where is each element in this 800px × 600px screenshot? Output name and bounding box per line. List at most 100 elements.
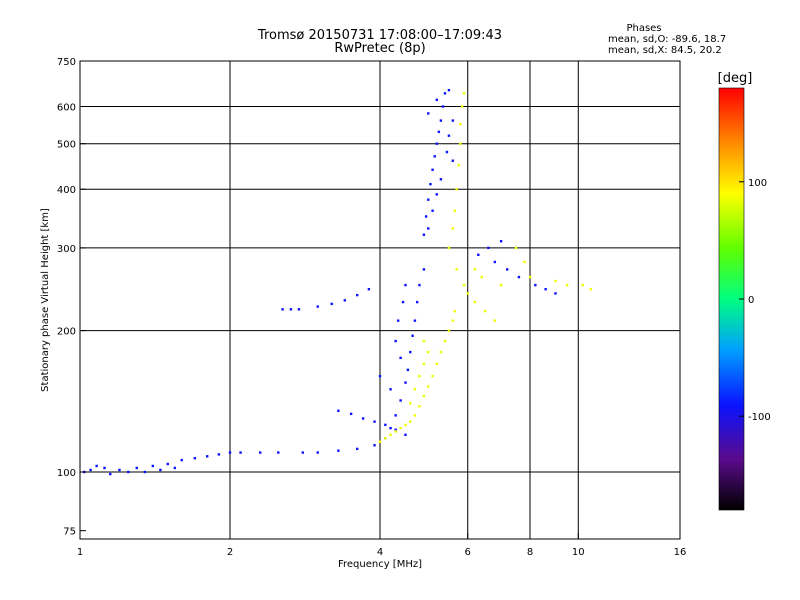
o-mode-point	[447, 88, 451, 92]
x-mode-point	[422, 362, 426, 365]
x-mode-point	[461, 105, 464, 108]
o-mode-point	[435, 193, 438, 196]
x-mode-point	[462, 92, 466, 95]
y-tick-label: 75	[63, 527, 76, 538]
o-mode-point	[431, 209, 434, 212]
x-mode-point	[427, 350, 430, 354]
x-mode-point	[483, 309, 487, 313]
o-mode-point	[499, 240, 503, 243]
x-axis-ticks: 1 2 4 6 8 10 16	[77, 533, 687, 558]
o-mode-point	[433, 155, 436, 158]
o-mode-point	[330, 302, 333, 306]
x-tick-label: 4	[377, 547, 383, 558]
o-mode-point	[343, 299, 347, 302]
o-mode-point	[422, 268, 426, 271]
o-mode-point	[406, 368, 410, 372]
o-mode-point	[534, 283, 537, 287]
o-mode-point	[95, 464, 98, 468]
phases-title: Phases	[626, 23, 661, 34]
o-mode-point	[435, 142, 438, 145]
x-mode-point	[455, 188, 458, 191]
x-mode-point	[389, 433, 392, 437]
o-mode-point	[435, 98, 438, 102]
colorbar-tick-label: 0	[748, 295, 754, 306]
x-mode-point	[457, 163, 460, 167]
x-mode-point	[418, 374, 421, 378]
o-mode-point	[173, 466, 177, 470]
o-mode-point	[103, 466, 106, 470]
o-mode-point	[424, 215, 428, 218]
x-mode-point	[473, 268, 477, 271]
o-mode-point	[429, 182, 432, 186]
chart-title: Tromsø 20150731 17:08:00–17:09:43	[257, 28, 502, 43]
x-mode-point	[589, 288, 593, 291]
o-mode-point	[487, 246, 490, 250]
x-tick-label: 16	[674, 547, 687, 558]
x-axis-label: Frequency [MHz]	[338, 559, 422, 570]
o-mode-point	[415, 300, 419, 304]
x-mode-point	[523, 260, 526, 264]
o-mode-point	[439, 178, 443, 181]
o-mode-point	[301, 451, 305, 454]
o-mode-point	[394, 414, 397, 417]
o-mode-point	[316, 451, 319, 454]
o-mode-point	[404, 381, 407, 384]
o-mode-point	[378, 374, 382, 378]
o-mode-point	[431, 168, 434, 171]
y-tick-label: 500	[57, 140, 76, 151]
x-mode-point	[528, 275, 532, 279]
x-mode-point	[394, 430, 397, 433]
y-tick-label: 200	[57, 327, 76, 338]
x-mode-point	[384, 437, 387, 440]
o-mode-point	[411, 334, 414, 337]
y-axis-label: Stationary phase Virtual Height [km]	[40, 208, 51, 392]
x-mode-point	[404, 423, 407, 427]
x-mode-point	[565, 283, 569, 287]
o-mode-point	[367, 288, 371, 291]
x-mode-point	[499, 283, 503, 287]
o-mode-point	[337, 449, 340, 452]
o-mode-point	[89, 468, 92, 472]
o-mode-point	[337, 409, 340, 412]
x-mode-point	[466, 292, 469, 295]
colorbar-tick-label: -100	[748, 412, 771, 423]
o-mode-point	[394, 339, 397, 343]
x-mode-point	[455, 268, 458, 271]
x-mode-point	[480, 275, 483, 279]
y-tick-label: 750	[57, 57, 76, 68]
o-mode-point	[389, 426, 392, 430]
o-mode-point	[135, 466, 138, 470]
y-tick-label: 100	[57, 468, 76, 479]
x-mode-point	[409, 402, 412, 405]
x-mode-point	[453, 309, 456, 313]
o-mode-point	[451, 119, 455, 122]
x-mode-point	[459, 142, 462, 145]
o-mode-point	[389, 388, 392, 391]
o-mode-point	[396, 319, 400, 322]
x-mode-point	[427, 385, 430, 388]
o-mode-point	[355, 293, 359, 297]
x-mode-point	[422, 339, 426, 343]
o-mode-point	[443, 92, 447, 95]
o-mode-point	[316, 305, 319, 308]
o-mode-point	[544, 288, 547, 291]
x-mode-point	[447, 246, 451, 250]
o-mode-point	[517, 275, 521, 279]
x-mode-point	[418, 405, 421, 408]
o-mode-point	[259, 451, 262, 454]
x-mode-point	[378, 440, 382, 443]
x-mode-point	[435, 362, 438, 365]
o-mode-point	[427, 112, 430, 115]
o-mode-point	[409, 350, 412, 354]
o-mode-point	[404, 433, 407, 437]
o-mode-point	[399, 399, 402, 402]
x-mode-point	[431, 374, 434, 378]
x-tick-label: 10	[572, 547, 585, 558]
x-mode-point	[493, 319, 497, 322]
o-mode-point	[451, 159, 455, 162]
x-mode-point	[451, 319, 455, 322]
x-tick-label: 2	[227, 547, 233, 558]
o-mode-point	[349, 412, 353, 416]
o-mode-point	[447, 134, 451, 137]
o-mode-point	[239, 451, 242, 454]
